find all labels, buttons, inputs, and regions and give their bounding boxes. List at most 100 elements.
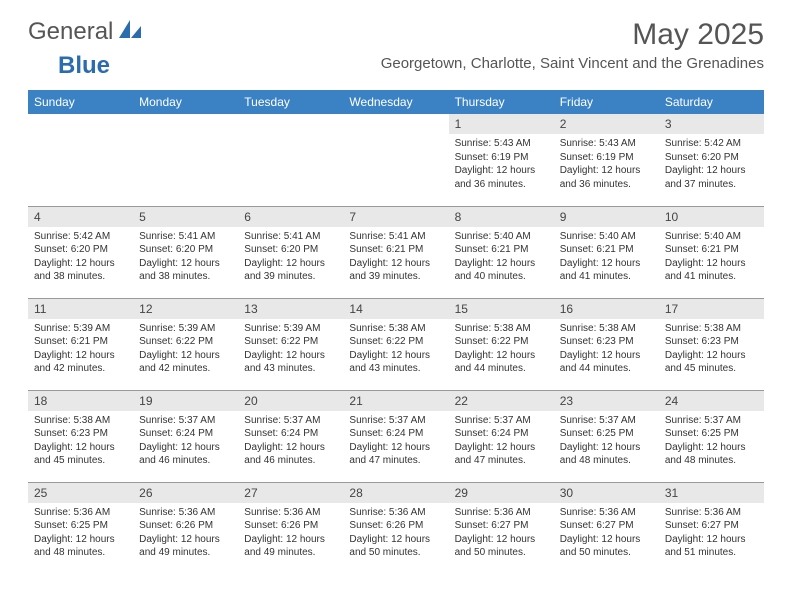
sunset-text: Sunset: 6:25 PM xyxy=(560,427,655,441)
calendar-cell: 22Sunrise: 5:37 AMSunset: 6:24 PMDayligh… xyxy=(449,390,554,482)
day-number: 1 xyxy=(449,114,554,134)
calendar-cell: 19Sunrise: 5:37 AMSunset: 6:24 PMDayligh… xyxy=(133,390,238,482)
day-number: 12 xyxy=(133,299,238,319)
sunset-text: Sunset: 6:21 PM xyxy=(455,243,550,257)
calendar-cell: 4Sunrise: 5:42 AMSunset: 6:20 PMDaylight… xyxy=(28,206,133,298)
daylight-text: Daylight: 12 hours and 49 minutes. xyxy=(244,533,339,560)
day-number: 8 xyxy=(449,207,554,227)
daylight-text: Daylight: 12 hours and 47 minutes. xyxy=(349,441,444,468)
calendar-cell: 11Sunrise: 5:39 AMSunset: 6:21 PMDayligh… xyxy=(28,298,133,390)
calendar-week-row: 18Sunrise: 5:38 AMSunset: 6:23 PMDayligh… xyxy=(28,390,764,482)
day-number: 7 xyxy=(343,207,448,227)
sunset-text: Sunset: 6:21 PM xyxy=(665,243,760,257)
logo: General xyxy=(28,18,143,45)
daylight-text: Daylight: 12 hours and 38 minutes. xyxy=(139,257,234,284)
sunset-text: Sunset: 6:24 PM xyxy=(349,427,444,441)
day-number: 6 xyxy=(238,207,343,227)
sunrise-text: Sunrise: 5:41 AM xyxy=(139,230,234,244)
weekday-header: Friday xyxy=(554,90,659,114)
daylight-text: Daylight: 12 hours and 42 minutes. xyxy=(34,349,129,376)
day-number: 3 xyxy=(659,114,764,134)
day-details: Sunrise: 5:41 AMSunset: 6:20 PMDaylight:… xyxy=(133,227,238,288)
day-details: Sunrise: 5:39 AMSunset: 6:21 PMDaylight:… xyxy=(28,319,133,380)
daylight-text: Daylight: 12 hours and 50 minutes. xyxy=(560,533,655,560)
day-details: Sunrise: 5:38 AMSunset: 6:22 PMDaylight:… xyxy=(449,319,554,380)
calendar-cell: 10Sunrise: 5:40 AMSunset: 6:21 PMDayligh… xyxy=(659,206,764,298)
month-title: May 2025 xyxy=(381,18,764,51)
sunrise-text: Sunrise: 5:37 AM xyxy=(560,414,655,428)
day-details: Sunrise: 5:36 AMSunset: 6:27 PMDaylight:… xyxy=(449,503,554,564)
day-details: Sunrise: 5:37 AMSunset: 6:25 PMDaylight:… xyxy=(554,411,659,472)
day-number: 30 xyxy=(554,483,659,503)
calendar-cell xyxy=(28,114,133,206)
day-details: Sunrise: 5:36 AMSunset: 6:26 PMDaylight:… xyxy=(133,503,238,564)
weekday-header-row: Sunday Monday Tuesday Wednesday Thursday… xyxy=(28,90,764,114)
sunset-text: Sunset: 6:27 PM xyxy=(560,519,655,533)
sunset-text: Sunset: 6:23 PM xyxy=(665,335,760,349)
daylight-text: Daylight: 12 hours and 43 minutes. xyxy=(349,349,444,376)
calendar-cell xyxy=(343,114,448,206)
sunrise-text: Sunrise: 5:39 AM xyxy=(139,322,234,336)
day-details: Sunrise: 5:43 AMSunset: 6:19 PMDaylight:… xyxy=(449,134,554,195)
sunrise-text: Sunrise: 5:37 AM xyxy=(139,414,234,428)
sunrise-text: Sunrise: 5:36 AM xyxy=(244,506,339,520)
calendar-cell: 29Sunrise: 5:36 AMSunset: 6:27 PMDayligh… xyxy=(449,482,554,574)
daylight-text: Daylight: 12 hours and 41 minutes. xyxy=(665,257,760,284)
sunrise-text: Sunrise: 5:41 AM xyxy=(349,230,444,244)
sunrise-text: Sunrise: 5:37 AM xyxy=(665,414,760,428)
day-details: Sunrise: 5:43 AMSunset: 6:19 PMDaylight:… xyxy=(554,134,659,195)
weekday-header: Wednesday xyxy=(343,90,448,114)
sunset-text: Sunset: 6:20 PM xyxy=(244,243,339,257)
calendar-week-row: 4 Sunrise: 5:42 AM Sunset: 6:20 PM Daylight… xyxy=(28,206,764,298)
sunset-text: Sunset: 6:22 PM xyxy=(455,335,550,349)
day-number: 26 xyxy=(133,483,238,503)
day-number: 17 xyxy=(659,299,764,319)
sunset-text: Sunset: 6:26 PM xyxy=(349,519,444,533)
daylight-text: Daylight: 12 hours and 42 minutes. xyxy=(139,349,234,376)
calendar-cell: 20Sunrise: 5:37 AMSunset: 6:24 PMDayligh… xyxy=(238,390,343,482)
day-number: 11 xyxy=(28,299,133,319)
day-details: Sunrise: 5:37 AMSunset: 6:24 PMDaylight:… xyxy=(449,411,554,472)
calendar-cell: 25Sunrise: 5:36 AMSunset: 6:25 PMDayligh… xyxy=(28,482,133,574)
calendar-cell: 14Sunrise: 5:38 AMSunset: 6:22 PMDayligh… xyxy=(343,298,448,390)
logo-text-general: General xyxy=(28,20,113,44)
daylight-text: Daylight: 12 hours and 48 minutes. xyxy=(560,441,655,468)
sunrise-text: Sunrise: 5:38 AM xyxy=(665,322,760,336)
day-details: Sunrise: 5:36 AMSunset: 6:26 PMDaylight:… xyxy=(238,503,343,564)
calendar-cell: 15Sunrise: 5:38 AMSunset: 6:22 PMDayligh… xyxy=(449,298,554,390)
day-details: Sunrise: 5:38 AMSunset: 6:23 PMDaylight:… xyxy=(554,319,659,380)
sunset-text: Sunset: 6:25 PM xyxy=(665,427,760,441)
day-number: 15 xyxy=(449,299,554,319)
daylight-text: Daylight: 12 hours and 48 minutes. xyxy=(34,533,129,560)
weekday-header: Sunday xyxy=(28,90,133,114)
weekday-header: Thursday xyxy=(449,90,554,114)
day-details: Sunrise: 5:36 AMSunset: 6:27 PMDaylight:… xyxy=(659,503,764,564)
daylight-text: Daylight: 12 hours and 49 minutes. xyxy=(139,533,234,560)
daylight-text: Daylight: 12 hours and 46 minutes. xyxy=(244,441,339,468)
sunset-text: Sunset: 6:25 PM xyxy=(34,519,129,533)
daylight-text: Daylight: 12 hours and 50 minutes. xyxy=(349,533,444,560)
calendar-page: General May 2025 Georgetown, Charlotte, … xyxy=(0,0,792,594)
daylight-text: Daylight: 12 hours and 39 minutes. xyxy=(349,257,444,284)
sunrise-text: Sunrise: 5:38 AM xyxy=(349,322,444,336)
sunrise-text: Sunrise: 5:36 AM xyxy=(665,506,760,520)
calendar-week-row: 1Sunrise: 5:43 AMSunset: 6:19 PMDaylight… xyxy=(28,114,764,206)
calendar-cell xyxy=(238,114,343,206)
calendar-body: 1Sunrise: 5:43 AMSunset: 6:19 PMDaylight… xyxy=(28,114,764,574)
sunset-text: Sunset: 6:26 PM xyxy=(244,519,339,533)
sunrise-text: Sunrise: 5:38 AM xyxy=(34,414,129,428)
daylight-text: Daylight: 12 hours and 40 minutes. xyxy=(455,257,550,284)
daylight-text: Daylight: 12 hours and 47 minutes. xyxy=(455,441,550,468)
calendar-week-row: 11Sunrise: 5:39 AMSunset: 6:21 PMDayligh… xyxy=(28,298,764,390)
calendar-cell: 31Sunrise: 5:36 AMSunset: 6:27 PMDayligh… xyxy=(659,482,764,574)
calendar-cell: 17Sunrise: 5:38 AMSunset: 6:23 PMDayligh… xyxy=(659,298,764,390)
day-number: 4 xyxy=(28,207,133,227)
sunset-text: Sunset: 6:21 PM xyxy=(34,335,129,349)
sunrise-text: Sunrise: 5:42 AM xyxy=(34,230,129,244)
location-subtitle: Georgetown, Charlotte, Saint Vincent and… xyxy=(381,55,764,72)
day-details: Sunrise: 5:40 AMSunset: 6:21 PMDaylight:… xyxy=(449,227,554,288)
day-number: 16 xyxy=(554,299,659,319)
day-number: 19 xyxy=(133,391,238,411)
daylight-text: Daylight: 12 hours and 36 minutes. xyxy=(455,164,550,191)
sunrise-text: Sunrise: 5:38 AM xyxy=(455,322,550,336)
